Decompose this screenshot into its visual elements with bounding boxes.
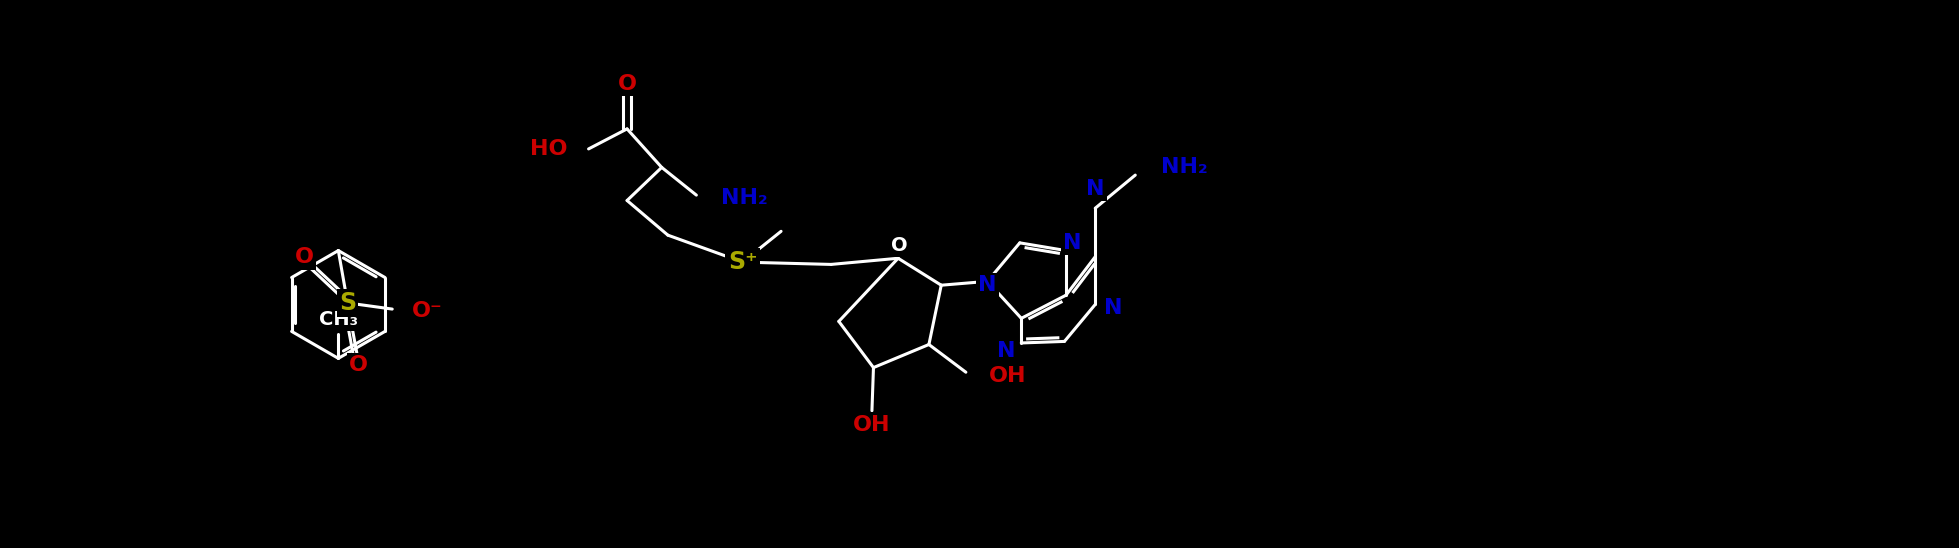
Text: S⁺: S⁺	[727, 250, 758, 274]
Text: N: N	[1064, 233, 1081, 253]
Text: NH₂: NH₂	[1162, 157, 1209, 178]
Text: N: N	[997, 341, 1015, 361]
Text: N: N	[978, 275, 997, 295]
Text: N: N	[1085, 179, 1105, 199]
Text: HO: HO	[529, 139, 566, 159]
Text: S: S	[339, 291, 357, 315]
Text: OH: OH	[989, 366, 1027, 386]
Text: O⁻: O⁻	[411, 301, 443, 321]
Text: O: O	[349, 355, 368, 375]
Text: O: O	[296, 248, 313, 267]
Text: NH₂: NH₂	[721, 188, 768, 208]
Text: CH₃: CH₃	[319, 310, 358, 329]
Text: N: N	[1105, 298, 1123, 318]
Text: O: O	[891, 236, 907, 255]
Text: OH: OH	[854, 415, 891, 435]
Text: O: O	[617, 74, 637, 94]
